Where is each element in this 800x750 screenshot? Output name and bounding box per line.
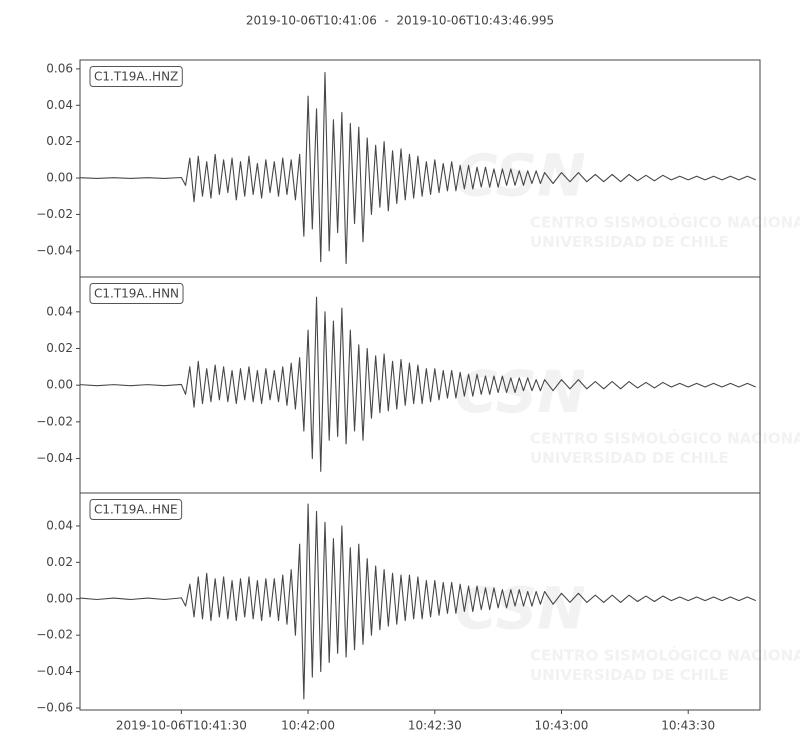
- waveform: [79, 503, 757, 700]
- trace-label: C1.T19A..HNE: [94, 503, 178, 517]
- figure-title: 2019-10-06T10:41:06 - 2019-10-06T10:43:4…: [246, 14, 554, 28]
- y-tick-label: 0.04: [46, 518, 73, 532]
- waveform: [79, 72, 757, 265]
- y-tick-label: 0.06: [46, 61, 73, 75]
- y-tick-label: 0.00: [46, 591, 73, 605]
- watermark-logo: CSN: [455, 358, 586, 426]
- y-tick-label: −0.04: [36, 451, 73, 465]
- watermark-text: CENTRO SISMOLÓGICO NACIONAL: [530, 429, 800, 448]
- x-tick-label: 10:42:30: [408, 719, 462, 733]
- trace-label-box: [89, 66, 183, 87]
- y-tick-label: −0.04: [36, 243, 73, 257]
- watermark-text: UNIVERSIDAD DE CHILE: [530, 233, 729, 251]
- y-tick-label: 0.04: [46, 304, 73, 318]
- y-tick-label: −0.04: [36, 664, 73, 678]
- y-tick-label: 0.02: [46, 341, 73, 355]
- x-tick-label: 2019-10-06T10:41:30: [116, 719, 247, 733]
- y-tick-label: 0.02: [46, 134, 73, 148]
- x-tick-label: 10:43:00: [535, 719, 589, 733]
- watermark-text: CENTRO SISMOLÓGICO NACIONAL: [530, 212, 800, 231]
- trace-label: C1.T19A..HNZ: [94, 70, 178, 84]
- y-tick-label: −0.02: [36, 628, 73, 642]
- y-tick-label: −0.06: [36, 700, 73, 714]
- trace-label: C1.T19A..HNN: [94, 287, 179, 301]
- watermark-logo: CSN: [455, 574, 586, 642]
- trace-label-box: [89, 499, 183, 520]
- y-tick-label: 0.02: [46, 555, 73, 569]
- x-tick-label: 10:43:30: [661, 719, 715, 733]
- panel-frame: [79, 492, 761, 711]
- watermark-text: UNIVERSIDAD DE CHILE: [530, 449, 729, 467]
- waveform: [79, 296, 757, 472]
- y-tick-label: 0.00: [46, 171, 73, 185]
- watermark-text: UNIVERSIDAD DE CHILE: [530, 666, 729, 684]
- x-tick-label: 10:42:00: [281, 719, 335, 733]
- y-tick-label: −0.02: [36, 414, 73, 428]
- y-tick-label: 0.00: [46, 378, 73, 392]
- trace-label-box: [89, 283, 184, 304]
- watermark-text: CENTRO SISMOLÓGICO NACIONAL: [530, 645, 800, 664]
- y-tick-label: −0.02: [36, 207, 73, 221]
- y-tick-label: 0.04: [46, 98, 73, 112]
